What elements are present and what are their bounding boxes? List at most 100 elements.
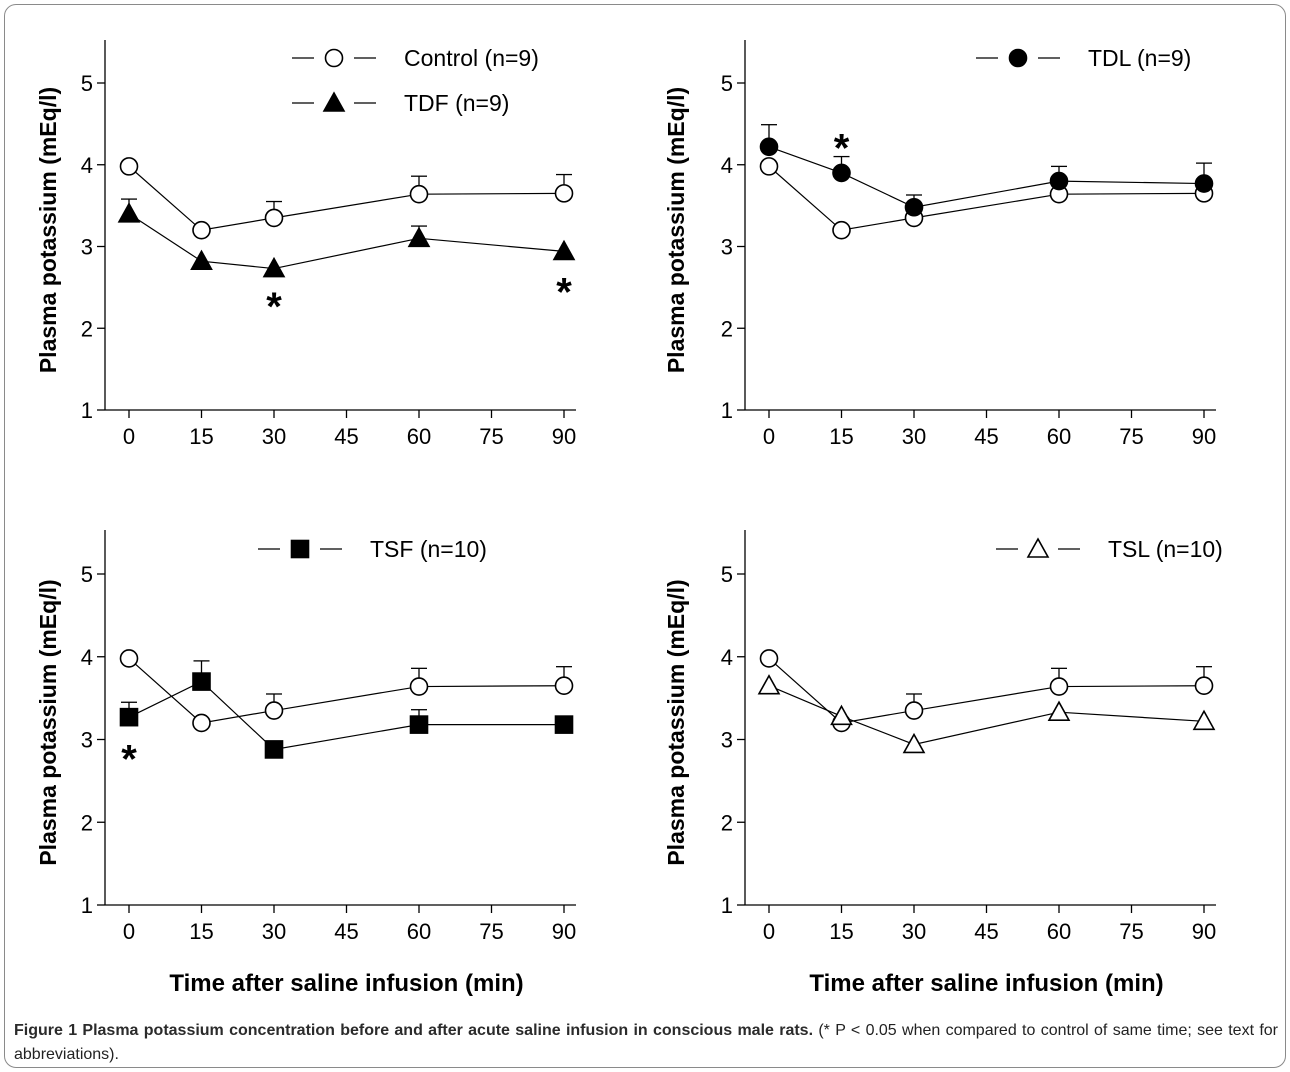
data-point <box>759 137 779 157</box>
x-tick-label: 45 <box>334 919 358 944</box>
x-tick-label: 15 <box>189 424 213 449</box>
data-point <box>1049 171 1069 191</box>
series-tdf <box>117 198 576 278</box>
x-tick-label: 30 <box>902 919 926 944</box>
data-point <box>262 256 286 278</box>
y-tick-label: 3 <box>721 728 733 753</box>
data-point <box>904 197 924 217</box>
data-point <box>192 713 211 733</box>
data-point <box>554 676 574 696</box>
y-tick-label: 3 <box>81 235 93 260</box>
x-tick-label: 60 <box>1047 919 1071 944</box>
x-tick-label: 75 <box>479 919 503 944</box>
data-point <box>554 184 574 203</box>
y-tick-label: 5 <box>721 71 733 96</box>
data-point <box>119 157 139 176</box>
legend-entry: TSF (n=10) <box>258 536 487 562</box>
data-point <box>264 740 284 759</box>
x-tick-label: 30 <box>902 424 926 449</box>
data-point <box>759 649 779 668</box>
y-tick-label: 4 <box>81 153 93 178</box>
y-tick-label: 1 <box>81 398 93 423</box>
data-point <box>759 157 779 176</box>
legend-label: Control (n=9) <box>404 45 539 71</box>
significance-asterisk: * <box>121 737 137 781</box>
x-tick-label: 45 <box>974 424 998 449</box>
x-tick-label: 60 <box>407 424 431 449</box>
x-tick-label: 75 <box>1119 424 1143 449</box>
series-control <box>119 157 574 240</box>
y-tick-label: 4 <box>721 153 733 178</box>
data-point <box>757 674 781 695</box>
y-tick-label: 5 <box>81 71 93 96</box>
y-tick-label: 1 <box>721 398 733 423</box>
data-point <box>904 701 924 720</box>
y-axis-label: Plasma potassium (mEq/l) <box>35 87 61 373</box>
data-point <box>832 163 851 183</box>
series-line <box>768 685 1205 746</box>
series-tdl <box>759 124 1214 217</box>
legend-entry: TDF (n=9) <box>292 90 509 116</box>
x-tick-label: 90 <box>1192 424 1216 449</box>
legend-entry: Control (n=9) <box>292 45 539 71</box>
data-point <box>117 202 141 223</box>
data-point <box>1047 700 1071 721</box>
legend-label: TSL (n=10) <box>1108 536 1223 562</box>
data-point <box>192 220 211 240</box>
significance-asterisk: * <box>266 285 282 329</box>
series-line <box>128 680 564 751</box>
y-tick-label: 2 <box>81 316 93 341</box>
data-point <box>190 249 213 271</box>
figure-caption: Figure 1 Plasma potassium concentration … <box>14 1019 1278 1067</box>
data-point <box>554 715 574 734</box>
data-point <box>1194 676 1214 696</box>
series-line <box>128 213 565 270</box>
y-axis-label: Plasma potassium (mEq/l) <box>663 579 689 865</box>
significance-asterisk: * <box>556 270 572 314</box>
legend-marker <box>324 48 344 68</box>
series-control <box>759 157 1214 240</box>
data-point <box>1192 709 1216 731</box>
data-point <box>264 701 284 720</box>
y-tick-label: 3 <box>721 235 733 260</box>
y-tick-label: 1 <box>721 893 733 918</box>
y-tick-label: 5 <box>721 562 733 587</box>
series-control <box>119 649 574 733</box>
x-tick-label: 0 <box>763 919 775 944</box>
data-point <box>119 649 139 668</box>
x-tick-label: 15 <box>829 424 853 449</box>
series-tsf <box>119 660 574 759</box>
significance-asterisk: * <box>834 126 850 170</box>
x-tick-label: 90 <box>1192 919 1216 944</box>
x-tick-label: 90 <box>552 424 576 449</box>
x-tick-label: 45 <box>974 919 998 944</box>
x-tick-label: 15 <box>829 919 853 944</box>
data-point <box>1049 677 1069 696</box>
data-point <box>409 184 429 204</box>
legend-marker <box>322 91 346 112</box>
y-axis-label: Plasma potassium (mEq/l) <box>663 87 689 373</box>
y-tick-label: 5 <box>81 562 93 587</box>
legend-marker <box>1008 48 1028 68</box>
x-tick-label: 0 <box>123 424 135 449</box>
x-tick-label: 15 <box>189 919 213 944</box>
data-point <box>832 220 851 240</box>
series-control <box>759 649 1214 733</box>
legend-marker <box>1026 537 1050 558</box>
data-point <box>264 208 284 228</box>
y-tick-label: 1 <box>81 893 93 918</box>
data-point <box>409 677 429 696</box>
x-tick-label: 90 <box>552 919 576 944</box>
x-axis-label: Time after saline infusion (min) <box>169 970 523 997</box>
x-tick-label: 60 <box>1047 424 1071 449</box>
legend-label: TSF (n=10) <box>370 536 487 562</box>
x-tick-label: 75 <box>479 424 503 449</box>
x-tick-label: 45 <box>334 424 358 449</box>
x-tick-label: 60 <box>407 919 431 944</box>
legend-marker <box>290 539 310 559</box>
caption-title: Figure 1 Plasma potassium concentration … <box>14 1022 814 1039</box>
data-point <box>1194 174 1214 193</box>
